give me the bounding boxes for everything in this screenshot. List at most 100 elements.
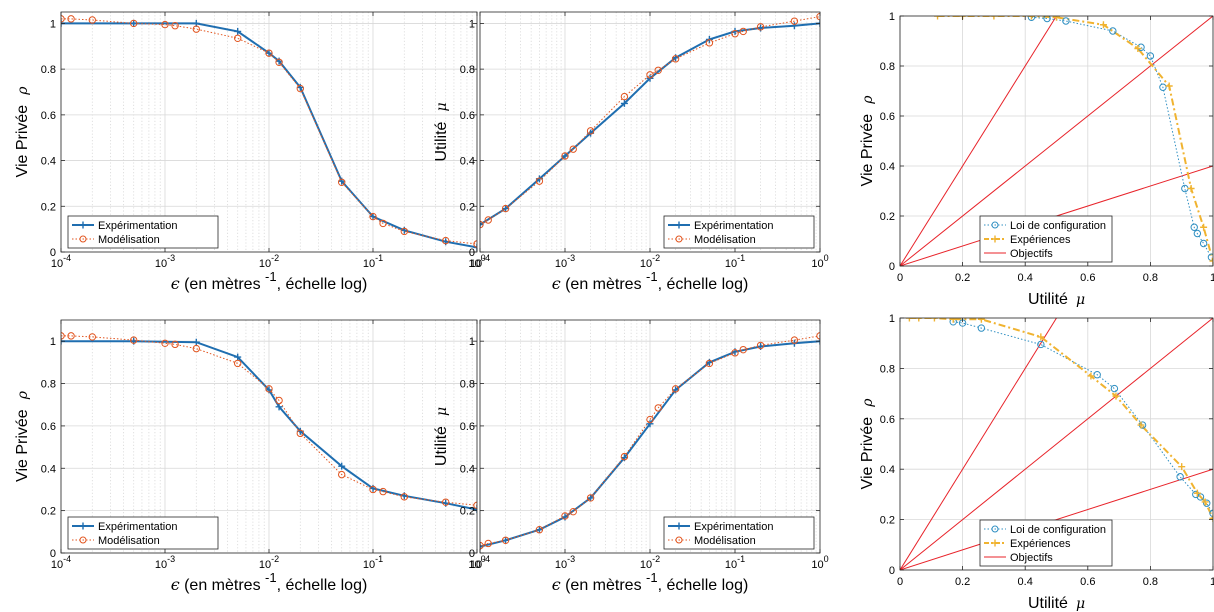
data-point bbox=[977, 318, 985, 323]
objective-line bbox=[900, 16, 1057, 266]
data-point bbox=[1112, 392, 1120, 400]
y-tick-label: 0.8 bbox=[460, 379, 475, 391]
plot-content bbox=[61, 15, 477, 251]
tick-exponent: 0 bbox=[481, 554, 486, 564]
y-axis-symbol: ρ bbox=[860, 95, 876, 105]
legend-marker bbox=[79, 221, 87, 229]
y-tick-label: 0.8 bbox=[880, 363, 895, 375]
data-point bbox=[1110, 384, 1119, 393]
data-point bbox=[930, 318, 938, 322]
x-tick-label: 10-1 bbox=[725, 253, 745, 270]
data-point bbox=[484, 539, 492, 548]
legend-box bbox=[663, 215, 815, 249]
legend-label: Modélisation bbox=[694, 234, 756, 246]
series-line-1 bbox=[61, 340, 477, 511]
data-point bbox=[561, 512, 569, 520]
x-axis-text: , échelle log) bbox=[277, 577, 368, 594]
y-axis-symbol: μ bbox=[434, 102, 450, 111]
y-tick-label: 0.4 bbox=[880, 464, 895, 476]
tick-exponent: 0 bbox=[824, 253, 829, 263]
x-axis-label: ϵ (en mètres -1, échelle log) bbox=[552, 269, 749, 293]
x-tick-label: 10-4 bbox=[51, 554, 71, 571]
y-tick-label: 0 bbox=[469, 548, 475, 560]
tick-exponent: -1 bbox=[375, 253, 383, 263]
x-tick-label: 10-3 bbox=[555, 253, 575, 270]
y-tick-label: 0.8 bbox=[880, 61, 895, 73]
y-tick-label: 1 bbox=[50, 18, 56, 30]
x-axis-symbol: ϵ bbox=[171, 274, 180, 293]
data-point bbox=[731, 30, 739, 38]
data-point bbox=[620, 99, 628, 107]
y-tick-label: 0 bbox=[50, 548, 56, 560]
y-tick-label: 0.6 bbox=[41, 421, 56, 433]
data-point bbox=[1087, 372, 1095, 380]
x-axis-text: , échelle log) bbox=[658, 577, 749, 594]
data-point bbox=[646, 71, 654, 79]
legend-label: Expériences bbox=[1010, 538, 1071, 550]
legend: Expérimentation Modélisation bbox=[663, 516, 815, 550]
data-point bbox=[192, 338, 200, 346]
x-axis-label: Utilité μ bbox=[1028, 595, 1085, 612]
data-point bbox=[400, 227, 409, 236]
y-tick-label: 1 bbox=[469, 18, 475, 30]
y-axis-label: Vie Privée ρ bbox=[859, 95, 876, 187]
data-point bbox=[171, 340, 179, 349]
x-tick-label: 10-3 bbox=[155, 253, 175, 270]
data-point bbox=[1037, 333, 1045, 341]
tick-exponent: -3 bbox=[567, 253, 575, 263]
objective-line bbox=[900, 318, 1057, 570]
x-axis-text: , échelle log) bbox=[277, 276, 368, 293]
x-tick-label: 100 bbox=[468, 554, 485, 571]
x-axis-label: Utilité μ bbox=[1028, 291, 1085, 308]
data-point bbox=[654, 404, 662, 412]
x-axis-text: , échelle log) bbox=[658, 276, 749, 293]
tick-base: 10 bbox=[51, 559, 63, 571]
data-point bbox=[480, 543, 484, 551]
data-point bbox=[88, 16, 97, 24]
data-point bbox=[265, 49, 273, 57]
data-point bbox=[1178, 463, 1186, 471]
legend-box bbox=[663, 516, 815, 550]
data-point bbox=[67, 15, 75, 23]
data-point bbox=[400, 493, 409, 501]
x-tick-label: 1 bbox=[1210, 272, 1214, 284]
data-point bbox=[192, 344, 201, 353]
y-tick-label: 0.6 bbox=[460, 421, 475, 433]
data-point bbox=[620, 452, 629, 461]
x-axis-superscript: -1 bbox=[646, 570, 658, 585]
plot-content bbox=[480, 12, 820, 229]
x-axis-text: (en mètres bbox=[561, 577, 646, 594]
data-point bbox=[671, 385, 680, 393]
data-point bbox=[161, 339, 169, 347]
tick-exponent: -4 bbox=[63, 554, 71, 564]
data-point bbox=[480, 221, 484, 229]
data-point bbox=[790, 22, 798, 30]
y-axis-label: Vie Privée ρ bbox=[14, 86, 31, 178]
y-axis-text: Utilité bbox=[433, 426, 450, 466]
y-axis-text: Vie Privée bbox=[14, 409, 31, 482]
data-point bbox=[705, 359, 714, 368]
plot-content bbox=[900, 318, 1213, 570]
x-tick-label: 0.6 bbox=[1080, 272, 1095, 284]
legend-marker bbox=[991, 235, 999, 243]
data-point bbox=[233, 359, 242, 368]
y-axis-label: Utilité μ bbox=[433, 407, 450, 466]
legend-label: Loi de configuration bbox=[1010, 524, 1106, 536]
data-point bbox=[296, 429, 305, 438]
legend-marker bbox=[675, 221, 683, 229]
tick-exponent: -2 bbox=[652, 253, 660, 263]
x-tick-label: 10-3 bbox=[555, 554, 575, 571]
y-axis-text: Vie Privée bbox=[859, 114, 876, 187]
data-point bbox=[934, 16, 942, 20]
ticks bbox=[479, 320, 821, 554]
data-point bbox=[586, 127, 595, 135]
legend-marker bbox=[675, 536, 683, 544]
y-axis-text: Utilité bbox=[433, 121, 450, 161]
data-point bbox=[502, 205, 510, 213]
y-axis-text: Vie Privée bbox=[859, 417, 876, 490]
data-point bbox=[990, 16, 998, 20]
data-point bbox=[949, 318, 957, 323]
ticks bbox=[60, 12, 478, 253]
